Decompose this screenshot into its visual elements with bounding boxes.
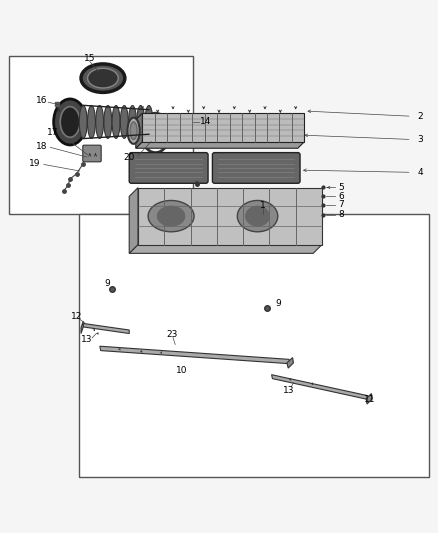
Polygon shape bbox=[272, 375, 369, 400]
Text: 12: 12 bbox=[71, 312, 82, 321]
Polygon shape bbox=[81, 321, 83, 334]
Text: 13: 13 bbox=[81, 335, 92, 344]
Ellipse shape bbox=[137, 106, 145, 139]
Ellipse shape bbox=[96, 106, 103, 139]
Ellipse shape bbox=[130, 122, 137, 140]
Text: 17: 17 bbox=[47, 128, 58, 138]
Text: 2: 2 bbox=[418, 112, 423, 121]
Polygon shape bbox=[287, 358, 293, 368]
Text: 18: 18 bbox=[36, 142, 47, 150]
Text: 9: 9 bbox=[104, 279, 110, 288]
Text: 10: 10 bbox=[176, 366, 187, 375]
Polygon shape bbox=[138, 188, 322, 245]
Text: 4: 4 bbox=[418, 168, 423, 177]
Text: 15: 15 bbox=[84, 54, 95, 63]
Text: 13: 13 bbox=[283, 385, 294, 394]
Ellipse shape bbox=[88, 106, 95, 139]
Text: 14: 14 bbox=[200, 117, 212, 126]
Text: 6: 6 bbox=[338, 192, 344, 201]
Bar bbox=[9, 56, 193, 214]
Polygon shape bbox=[83, 324, 129, 334]
Ellipse shape bbox=[148, 200, 194, 232]
Ellipse shape bbox=[60, 107, 80, 138]
Ellipse shape bbox=[112, 106, 120, 139]
Polygon shape bbox=[136, 113, 142, 148]
Text: 5: 5 bbox=[338, 183, 344, 192]
Polygon shape bbox=[366, 393, 372, 404]
Ellipse shape bbox=[127, 118, 140, 144]
Polygon shape bbox=[129, 188, 138, 253]
FancyBboxPatch shape bbox=[129, 152, 208, 183]
Polygon shape bbox=[136, 142, 304, 148]
Text: 8: 8 bbox=[338, 210, 344, 219]
Ellipse shape bbox=[120, 106, 128, 139]
Ellipse shape bbox=[88, 68, 118, 88]
Ellipse shape bbox=[145, 106, 153, 139]
Text: 16: 16 bbox=[36, 95, 47, 104]
Ellipse shape bbox=[129, 106, 137, 139]
Text: 9: 9 bbox=[275, 299, 281, 308]
Polygon shape bbox=[129, 245, 322, 253]
Bar bbox=[79, 214, 429, 477]
Text: 19: 19 bbox=[29, 159, 41, 168]
Ellipse shape bbox=[246, 206, 269, 226]
Text: 20: 20 bbox=[124, 152, 135, 161]
Text: 7: 7 bbox=[338, 200, 344, 209]
FancyBboxPatch shape bbox=[83, 145, 101, 162]
Ellipse shape bbox=[79, 106, 87, 139]
Text: 3: 3 bbox=[417, 135, 424, 144]
Polygon shape bbox=[100, 346, 290, 364]
Text: 1: 1 bbox=[260, 201, 266, 209]
Ellipse shape bbox=[53, 99, 86, 145]
Polygon shape bbox=[142, 113, 304, 142]
Text: 11: 11 bbox=[364, 395, 376, 403]
Ellipse shape bbox=[104, 106, 112, 139]
Ellipse shape bbox=[157, 206, 185, 226]
Text: 23: 23 bbox=[166, 330, 178, 339]
Ellipse shape bbox=[237, 200, 278, 232]
Ellipse shape bbox=[81, 64, 125, 92]
FancyBboxPatch shape bbox=[212, 152, 300, 183]
